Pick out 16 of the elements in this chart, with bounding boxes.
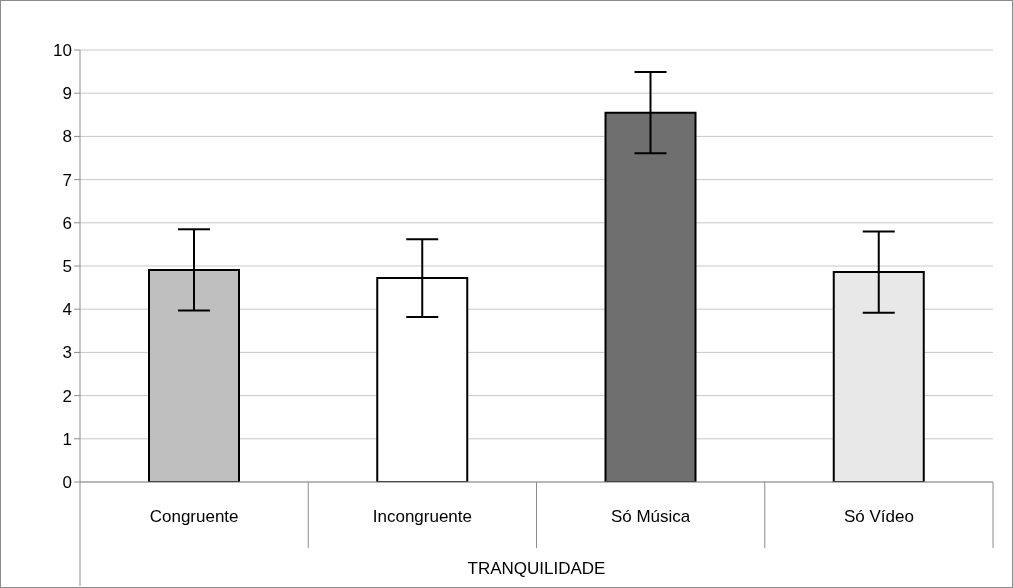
y-tick-label: 9 [62,84,72,104]
y-tick-label: 5 [62,257,72,277]
y-tick-label: 8 [62,127,72,147]
y-tick-label: 6 [62,213,72,233]
x-axis-title: TRANQUILIDADE [467,559,606,578]
y-tick-label: 7 [62,170,72,190]
x-tick-label: Incongruente [372,507,472,526]
x-tick-label: Congruente [149,507,239,526]
y-tick-label: 3 [62,343,72,363]
y-tick-label: 0 [62,473,72,493]
x-tick-label: Só Música [610,507,691,526]
y-tick-label: 1 [62,429,72,449]
y-tick-label: 10 [53,41,72,61]
y-tick-label: 2 [62,386,72,406]
x-tick-label: Só Vídeo [843,507,914,526]
y-tick-label: 4 [62,300,72,320]
